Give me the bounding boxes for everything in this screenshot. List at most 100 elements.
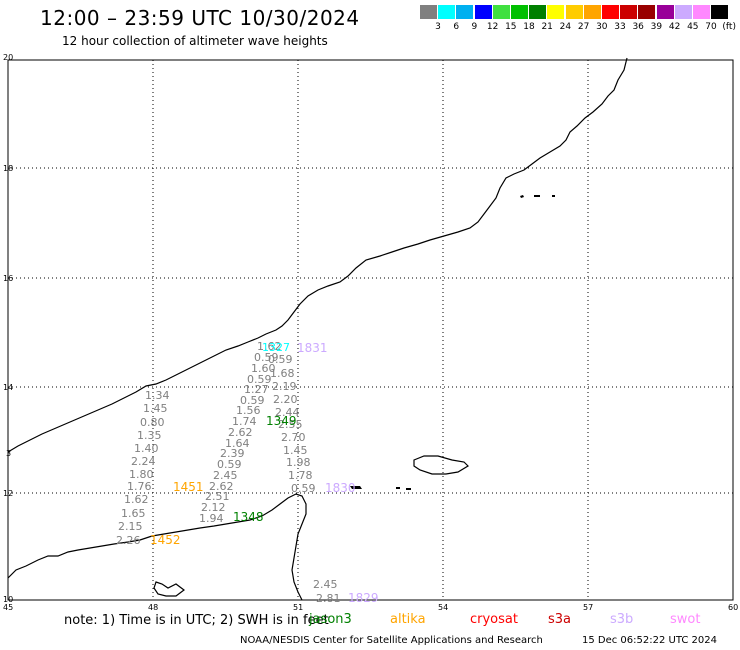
legend-label: 15 [505, 22, 517, 32]
swh-value: 0.59 [240, 394, 265, 407]
pass-time-label: 1349 [266, 414, 297, 428]
swh-value: 1.62 [124, 493, 149, 506]
satellite-s3b: s3b [610, 612, 634, 627]
pass-time-label: 1327 [262, 341, 290, 354]
swh-value: 2.24 [131, 455, 156, 468]
island-small-3 [552, 195, 555, 197]
swh-value: 1.56 [236, 404, 261, 417]
swh-value: 1.76 [127, 480, 152, 493]
pass-time-label: 1451 [173, 480, 204, 494]
legend-swatch [620, 5, 638, 19]
lat-label: 20 [3, 53, 13, 62]
satellite-swot: swot [670, 612, 701, 627]
legend-label: 33 [614, 22, 626, 32]
swh-value: 2.45 [313, 578, 338, 591]
legend-label: 39 [650, 22, 663, 32]
satellite-jason3: jason3 [309, 612, 352, 627]
track-c-values: 0.59 1.68 2.19 2.20 2.44 2.55 2.70 1.45 … [268, 353, 316, 495]
legend-label: 6 [453, 22, 460, 32]
legend-swatch [656, 5, 674, 19]
lon-label: 51 [293, 603, 303, 612]
legend-swatch [456, 5, 474, 19]
swh-value: 1.34 [145, 389, 170, 402]
island-small-2 [534, 195, 540, 197]
swh-value: 0.59 [254, 351, 279, 364]
satellite-s3a: s3a [548, 612, 572, 627]
legend-label: 21 [541, 22, 553, 32]
swh-value: 1.80 [129, 468, 154, 481]
swh-value: 1.45 [283, 444, 308, 457]
legend-label: 30 [596, 22, 608, 32]
legend-swatch [583, 5, 601, 19]
swh-value: 1.62 [257, 340, 282, 353]
footer-credit: NOAA/NESDIS Center for Satellite Applica… [240, 635, 543, 646]
legend-swatch [547, 5, 565, 19]
swh-value: 0.80 [140, 416, 165, 429]
legend-label: 45 [687, 22, 699, 32]
legend-swatch [602, 5, 619, 19]
lat-label: 10 [3, 595, 13, 604]
legend-label: 42 [668, 22, 681, 32]
swh-value: 1.98 [286, 456, 311, 469]
legend-swatch [438, 5, 456, 19]
track-a-values: 1.34 1.45 0.80 1.35 1.40 2.24 1.80 1.76 … [116, 389, 170, 547]
legend-swatch [420, 5, 437, 19]
island-small-6 [406, 488, 411, 490]
map-frame [7, 59, 734, 601]
swh-value: 1.68 [270, 367, 295, 380]
swh-value: 2.81 [316, 592, 341, 605]
swh-value: 1.94 [199, 512, 224, 525]
legend-label: 12 [486, 22, 499, 32]
satellite-altika: altika [390, 612, 426, 627]
west-edge-label: 3 [6, 449, 11, 458]
swh-value: 2.62 [228, 426, 253, 439]
swh-value: 2.12 [201, 501, 226, 514]
swh-value: 0.59 [247, 373, 272, 386]
legend-label: 24 [559, 22, 572, 32]
lat-label: 12 [3, 489, 13, 498]
legend-swatch [474, 5, 492, 19]
lat-label: 16 [3, 274, 13, 283]
legend-swatch [492, 5, 510, 19]
swh-value: 2.39 [220, 447, 245, 460]
legend-label: 36 [632, 22, 644, 32]
swh-value: 2.26 [116, 534, 141, 547]
lon-label: 45 [3, 603, 13, 612]
swh-value: 1.78 [288, 469, 313, 482]
swh-value: 1.64 [225, 437, 250, 450]
pass-time-label: 1829 [348, 591, 379, 605]
coastline-somalia [7, 493, 307, 601]
swh-value: 1.40 [134, 442, 159, 455]
satellite-cryosat: cryosat [470, 612, 518, 627]
legend-swatch [638, 5, 656, 19]
legend-label: 3 [435, 22, 441, 32]
pass-time-label: 1452 [150, 533, 181, 547]
swh-value: 1.74 [232, 415, 257, 428]
legend-swatch [711, 5, 729, 19]
graticule [8, 60, 733, 600]
swh-value: 2.19 [272, 380, 297, 393]
legend-swatch [511, 5, 528, 19]
pass-time-label: 1831 [297, 341, 328, 355]
island-small-5 [396, 487, 400, 489]
lon-label: 60 [728, 603, 738, 612]
swh-value: 2.51 [205, 490, 230, 503]
swh-value: 1.45 [143, 402, 168, 415]
track-b-values: 1.62 0.59 1.60 0.59 1.27 0.59 1.56 1.74 … [199, 340, 282, 525]
legend-swatch [674, 5, 692, 19]
lon-label: 57 [583, 603, 593, 612]
legend-swatch [565, 5, 583, 19]
legend-swatch [693, 5, 710, 19]
map-title: 12:00 – 23:59 UTC 10/30/2024 [40, 6, 360, 30]
island-small-1 [520, 195, 524, 198]
swh-value: 2.70 [281, 431, 306, 444]
swh-value: 2.15 [118, 520, 143, 533]
swh-value: 2.20 [273, 393, 298, 406]
lon-label: 54 [438, 603, 448, 612]
coastline-arabia [7, 57, 628, 453]
swh-value: 1.27 [244, 383, 269, 396]
legend-label: 18 [523, 22, 535, 32]
footer-timestamp: 15 Dec 06:52:22 UTC 2024 [582, 635, 717, 646]
lat-label: 14 [3, 383, 13, 392]
